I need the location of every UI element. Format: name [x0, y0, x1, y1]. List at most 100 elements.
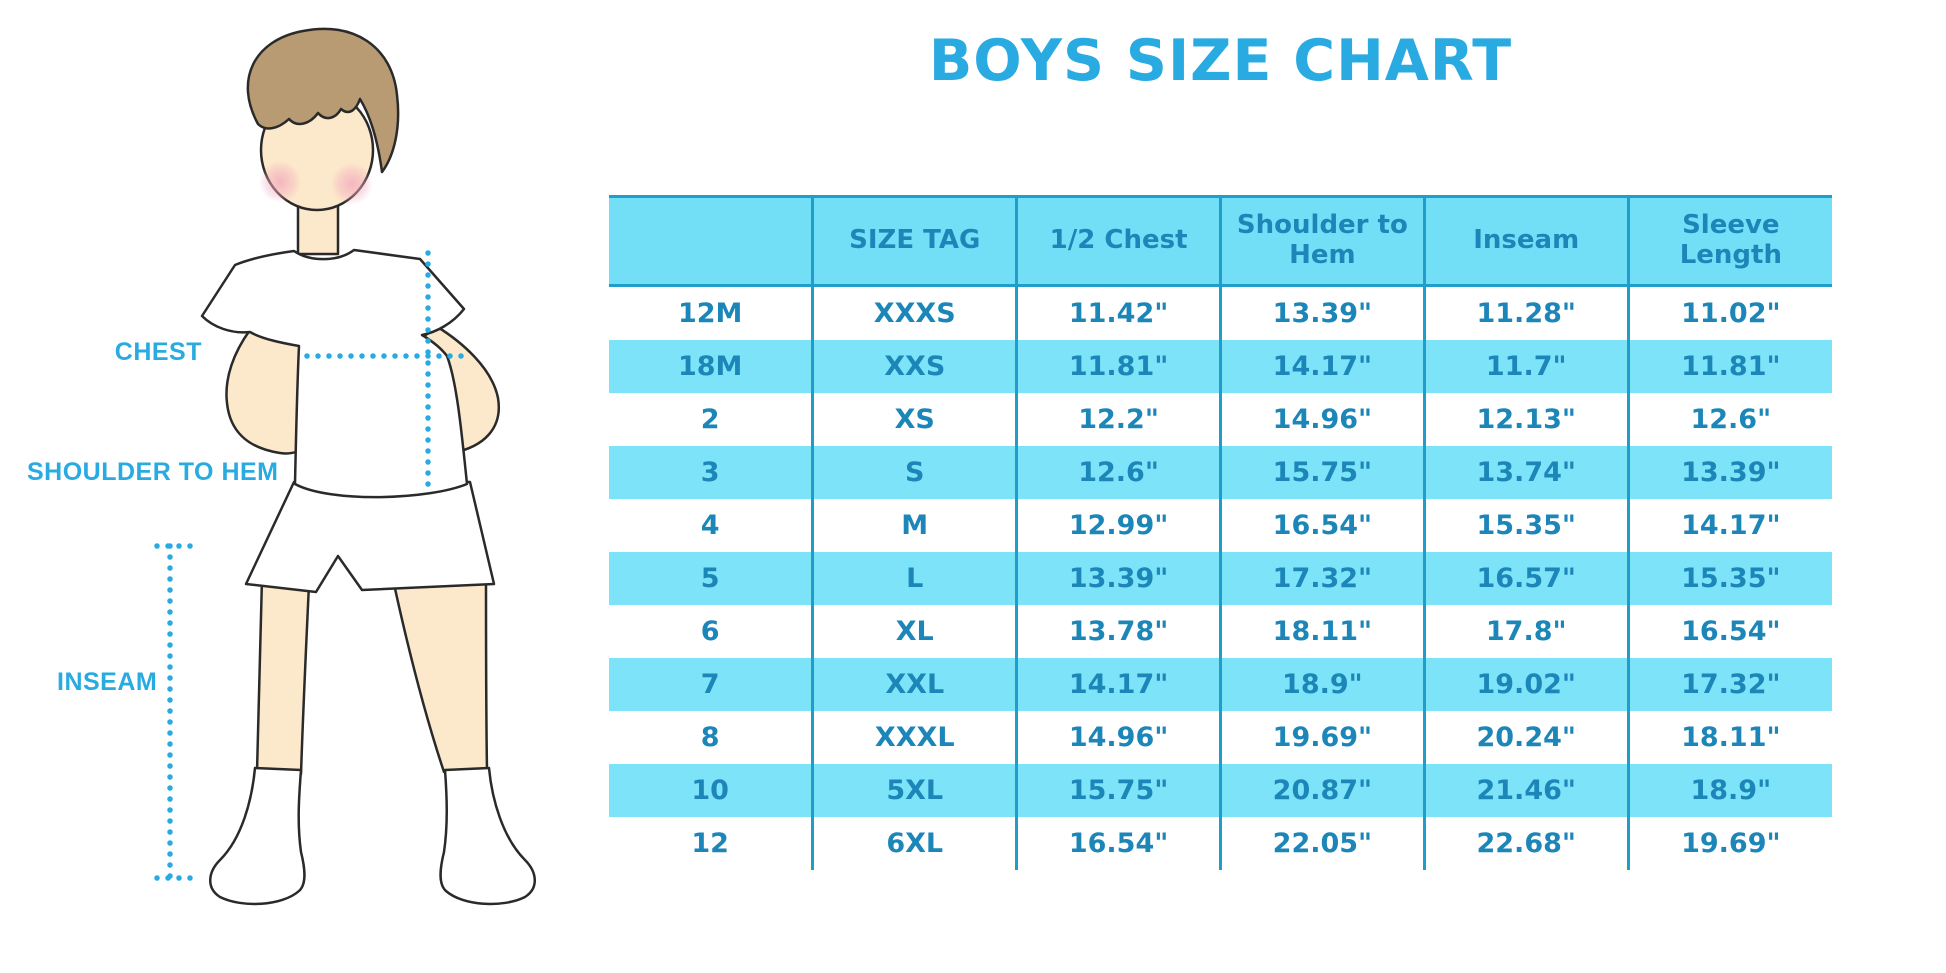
value-cell: 12.6" — [1015, 446, 1221, 499]
inseam-label: INSEAM — [57, 668, 158, 696]
value-cell: 19.02" — [1422, 658, 1629, 711]
row-label-cell: 7 — [609, 658, 813, 711]
row-label-cell: 8 — [609, 711, 813, 764]
row-label-cell: 12M — [609, 285, 813, 340]
cheek-left — [259, 161, 301, 203]
value-cell: 12.2" — [1015, 393, 1221, 446]
table-row: 18M XXS 11.81" 14.17" 11.7" 11.81" — [609, 340, 1832, 393]
row-label-cell: 18M — [609, 340, 813, 393]
value-cell: 16.57" — [1422, 552, 1629, 605]
value-cell: 6XL — [811, 817, 1017, 870]
value-cell: 18.9" — [1626, 764, 1832, 817]
value-cell: XXXS — [811, 285, 1017, 340]
header-cell-inseam: Inseam — [1422, 195, 1629, 287]
value-cell: 18.11" — [1626, 711, 1832, 764]
value-cell: XXL — [811, 658, 1017, 711]
value-cell: 18.11" — [1218, 605, 1425, 658]
value-cell: 20.24" — [1422, 711, 1629, 764]
value-cell: 12.13" — [1422, 393, 1629, 446]
table-row: 6 XL 13.78" 18.11" 17.8" 16.54" — [609, 605, 1832, 658]
header-cell-size-tag: SIZE TAG — [811, 195, 1017, 287]
table-row: 7 XXL 14.17" 18.9" 19.02" 17.32" — [609, 658, 1832, 711]
table-row: 12 6XL 16.54" 22.05" 22.68" 19.69" — [609, 817, 1832, 870]
value-cell: L — [811, 552, 1017, 605]
header-cell-half-chest: 1/2 Chest — [1015, 195, 1221, 287]
value-cell: 11.81" — [1015, 340, 1221, 393]
value-cell: 20.87" — [1218, 764, 1425, 817]
row-label-cell: 2 — [609, 393, 813, 446]
value-cell: 22.05" — [1218, 817, 1425, 870]
value-cell: 19.69" — [1626, 817, 1832, 870]
row-label-cell: 10 — [609, 764, 813, 817]
value-cell: 22.68" — [1422, 817, 1629, 870]
value-cell: 14.96" — [1015, 711, 1221, 764]
leg-right — [392, 578, 489, 774]
value-cell: 17.32" — [1626, 658, 1832, 711]
cheek-right — [331, 163, 373, 205]
value-cell: 15.75" — [1218, 446, 1425, 499]
value-cell: XS — [811, 393, 1017, 446]
size-table-header: SIZE TAG 1/2 Chest Shoulder to Hem Insea… — [609, 195, 1832, 287]
value-cell: XXS — [811, 340, 1017, 393]
leg-left — [255, 576, 311, 776]
value-cell: 21.46" — [1422, 764, 1629, 817]
header-cell-sleeve-length: Sleeve Length — [1626, 195, 1832, 287]
table-row: 4 M 12.99" 16.54" 15.35" 14.17" — [609, 499, 1832, 552]
value-cell: 15.35" — [1626, 552, 1832, 605]
header-row: SIZE TAG 1/2 Chest Shoulder to Hem Insea… — [609, 195, 1832, 287]
size-table: SIZE TAG 1/2 Chest Shoulder to Hem Insea… — [609, 195, 1832, 870]
value-cell: 16.54" — [1015, 817, 1221, 870]
value-cell: 15.75" — [1015, 764, 1221, 817]
value-cell: 14.17" — [1218, 340, 1425, 393]
size-table-body: 12M XXXS 11.42" 13.39" 11.28" 11.02" 18M XXS 11.… — [609, 285, 1832, 870]
value-cell: 18.9" — [1218, 658, 1425, 711]
value-cell: 14.17" — [1626, 499, 1832, 552]
value-cell: 17.8" — [1422, 605, 1629, 658]
table-row: 3 S 12.6" 15.75" 13.74" 13.39" — [609, 446, 1832, 499]
arm-left — [225, 328, 308, 455]
value-cell: 12.99" — [1015, 499, 1221, 552]
header-cell-blank — [609, 195, 813, 287]
row-label-cell: 12 — [609, 817, 813, 870]
table-row: 5 L 13.39" 17.32" 16.57" 15.35" — [609, 552, 1832, 605]
value-cell: 11.02" — [1626, 285, 1832, 340]
sock-right — [439, 766, 536, 906]
value-cell: 5XL — [811, 764, 1017, 817]
value-cell: 13.78" — [1015, 605, 1221, 658]
value-cell: 11.81" — [1626, 340, 1832, 393]
value-cell: 12.6" — [1626, 393, 1832, 446]
table-row: 12M XXXS 11.42" 13.39" 11.28" 11.02" — [609, 285, 1832, 340]
value-cell: 17.32" — [1218, 552, 1425, 605]
shoulder-to-hem-label: SHOULDER TO HEM — [27, 458, 279, 486]
header-cell-shoulder-to-hem: Shoulder to Hem — [1218, 195, 1425, 287]
value-cell: 11.7" — [1422, 340, 1629, 393]
hair — [246, 27, 400, 174]
value-cell: 13.39" — [1218, 285, 1425, 340]
table-row: 8 XXXL 14.96" 19.69" 20.24" 18.11" — [609, 711, 1832, 764]
value-cell: M — [811, 499, 1017, 552]
table-row: 2 XS 12.2" 14.96" 12.13" 12.6" — [609, 393, 1832, 446]
page-title: BOYS SIZE CHART — [928, 28, 1513, 94]
row-label-cell: 4 — [609, 499, 813, 552]
row-label-cell: 6 — [609, 605, 813, 658]
value-cell: S — [811, 446, 1017, 499]
value-cell: 13.74" — [1422, 446, 1629, 499]
value-cell: 13.39" — [1015, 552, 1221, 605]
shorts — [244, 480, 496, 594]
row-label-cell: 3 — [609, 446, 813, 499]
chest-label: CHEST — [114, 338, 202, 366]
table-row: 10 5XL 15.75" 20.87" 21.46" 18.9" — [609, 764, 1832, 817]
row-label-cell: 5 — [609, 552, 813, 605]
value-cell: 11.42" — [1015, 285, 1221, 340]
value-cell: XL — [811, 605, 1017, 658]
value-cell: XXXL — [811, 711, 1017, 764]
value-cell: 14.96" — [1218, 393, 1425, 446]
sock-left — [209, 766, 306, 906]
value-cell: 11.28" — [1422, 285, 1629, 340]
value-cell: 14.17" — [1015, 658, 1221, 711]
value-cell: 16.54" — [1626, 605, 1832, 658]
value-cell: 15.35" — [1422, 499, 1629, 552]
value-cell: 16.54" — [1218, 499, 1425, 552]
value-cell: 13.39" — [1626, 446, 1832, 499]
